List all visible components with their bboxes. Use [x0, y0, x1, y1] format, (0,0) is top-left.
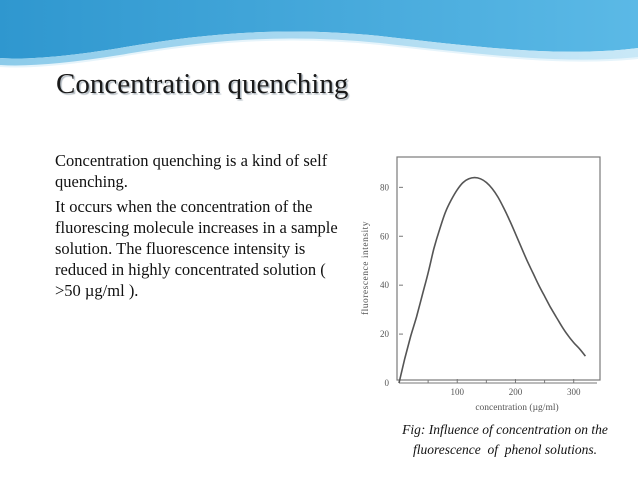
slide-title: Concentration quenching: [56, 68, 349, 100]
x-axis-label: concentration (µg/ml): [475, 402, 558, 413]
paragraph-definition: Concentration quenching is a kind of sel…: [55, 151, 328, 191]
x-tick-label: 200: [509, 387, 523, 397]
caption-line-2: fluorescence of phenol solutions.: [413, 442, 597, 457]
x-tick-label: 300: [567, 387, 581, 397]
fluorescence-chart: 0 20 40 60 80 100 200 300 fluorescence intensi…: [360, 156, 601, 413]
x-tick-label: 100: [450, 387, 464, 397]
y-tick-label: 40: [380, 280, 390, 290]
plot-frame: [396, 156, 601, 381]
header-wave-decoration: [0, 0, 638, 68]
y-tick-label: 20: [380, 329, 390, 339]
fluorescence-curve: [398, 176, 587, 384]
y-axis-label: fluorescence intensity: [360, 221, 371, 315]
slide-body: Concentration quenching is a kind of sel…: [55, 150, 355, 305]
y-tick-label: 60: [380, 231, 390, 241]
figure-caption: Fig: Influence of concentration on the f…: [372, 420, 638, 460]
caption-line-1: Fig: Influence of concentration on the: [402, 422, 608, 437]
y-tick-label: 80: [380, 182, 390, 192]
paragraph-explanation: It occurs when the concentration of the …: [55, 197, 338, 300]
y-tick-label: 0: [385, 378, 390, 388]
